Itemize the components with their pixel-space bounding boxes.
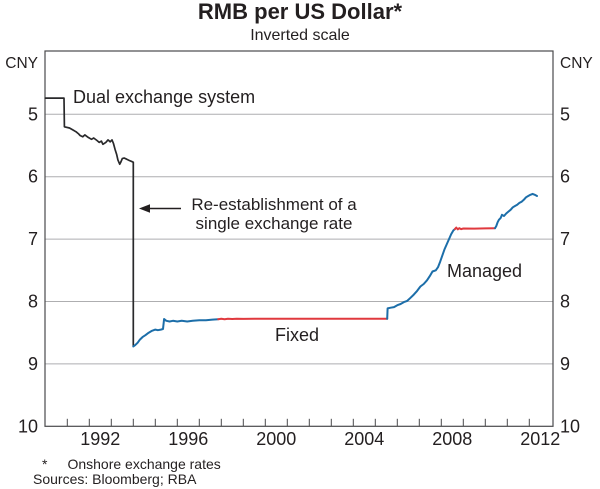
y-tick-label-right: 9: [560, 354, 570, 374]
x-tick-label: 2004: [344, 429, 384, 449]
y-tick-label-right: 8: [560, 292, 570, 312]
y-tick-label-left: 5: [28, 104, 38, 124]
arrow-head-icon: [139, 204, 150, 213]
x-tick-label: 2008: [432, 429, 472, 449]
y-tick-label-right: 10: [560, 416, 580, 436]
series-fixed-2008-2010: [453, 226, 496, 231]
x-tick-label: 1992: [80, 429, 120, 449]
annotation-dual-exchange-system: Dual exchange system: [73, 87, 256, 107]
y-tick-label-right: 7: [560, 229, 570, 249]
x-tick-label: 2012: [520, 429, 560, 449]
y-tick-label-left: 8: [28, 292, 38, 312]
plot-frame: [44, 50, 554, 427]
annotation-reestablishment-line1: Re-establishment of a: [191, 195, 357, 214]
y-tick-label-right: 6: [560, 167, 570, 187]
y-tick-label-left: 9: [28, 354, 38, 374]
y-tick-label-right: 5: [560, 104, 570, 124]
footnote-marker: *: [42, 456, 48, 472]
annotation-managed-label: Managed: [447, 261, 523, 281]
x-tick-label: 2000: [256, 429, 296, 449]
y-tick-label-left: 10: [18, 416, 38, 436]
annotation-reestablishment-line2: single exchange rate: [195, 213, 353, 233]
series-managed-2010: [494, 192, 538, 230]
footnote: * Onshore exchange rates: [42, 456, 221, 472]
annotation-fixed-label: Fixed: [275, 325, 320, 345]
y-tick-label-left: 6: [28, 167, 38, 187]
y-axis-unit-left: CNY: [5, 55, 38, 72]
footnote-text: Onshore exchange rates: [67, 456, 221, 472]
chart-subtitle: Inverted scale: [250, 27, 350, 44]
y-axis-unit-right: CNY: [560, 55, 593, 72]
chart-title: RMB per US Dollar*: [197, 0, 403, 24]
x-tick-label: 1996: [168, 429, 208, 449]
annotation-reestablishment: Re-establishment of a single exchange ra…: [184, 195, 364, 233]
series-managed-2005: [386, 228, 456, 320]
series-managed-1994: [132, 318, 220, 348]
sources-line: Sources: Bloomberg; RBA: [33, 471, 197, 487]
y-tick-label-left: 7: [28, 229, 38, 249]
series-dual-exchange-system: [44, 97, 135, 348]
